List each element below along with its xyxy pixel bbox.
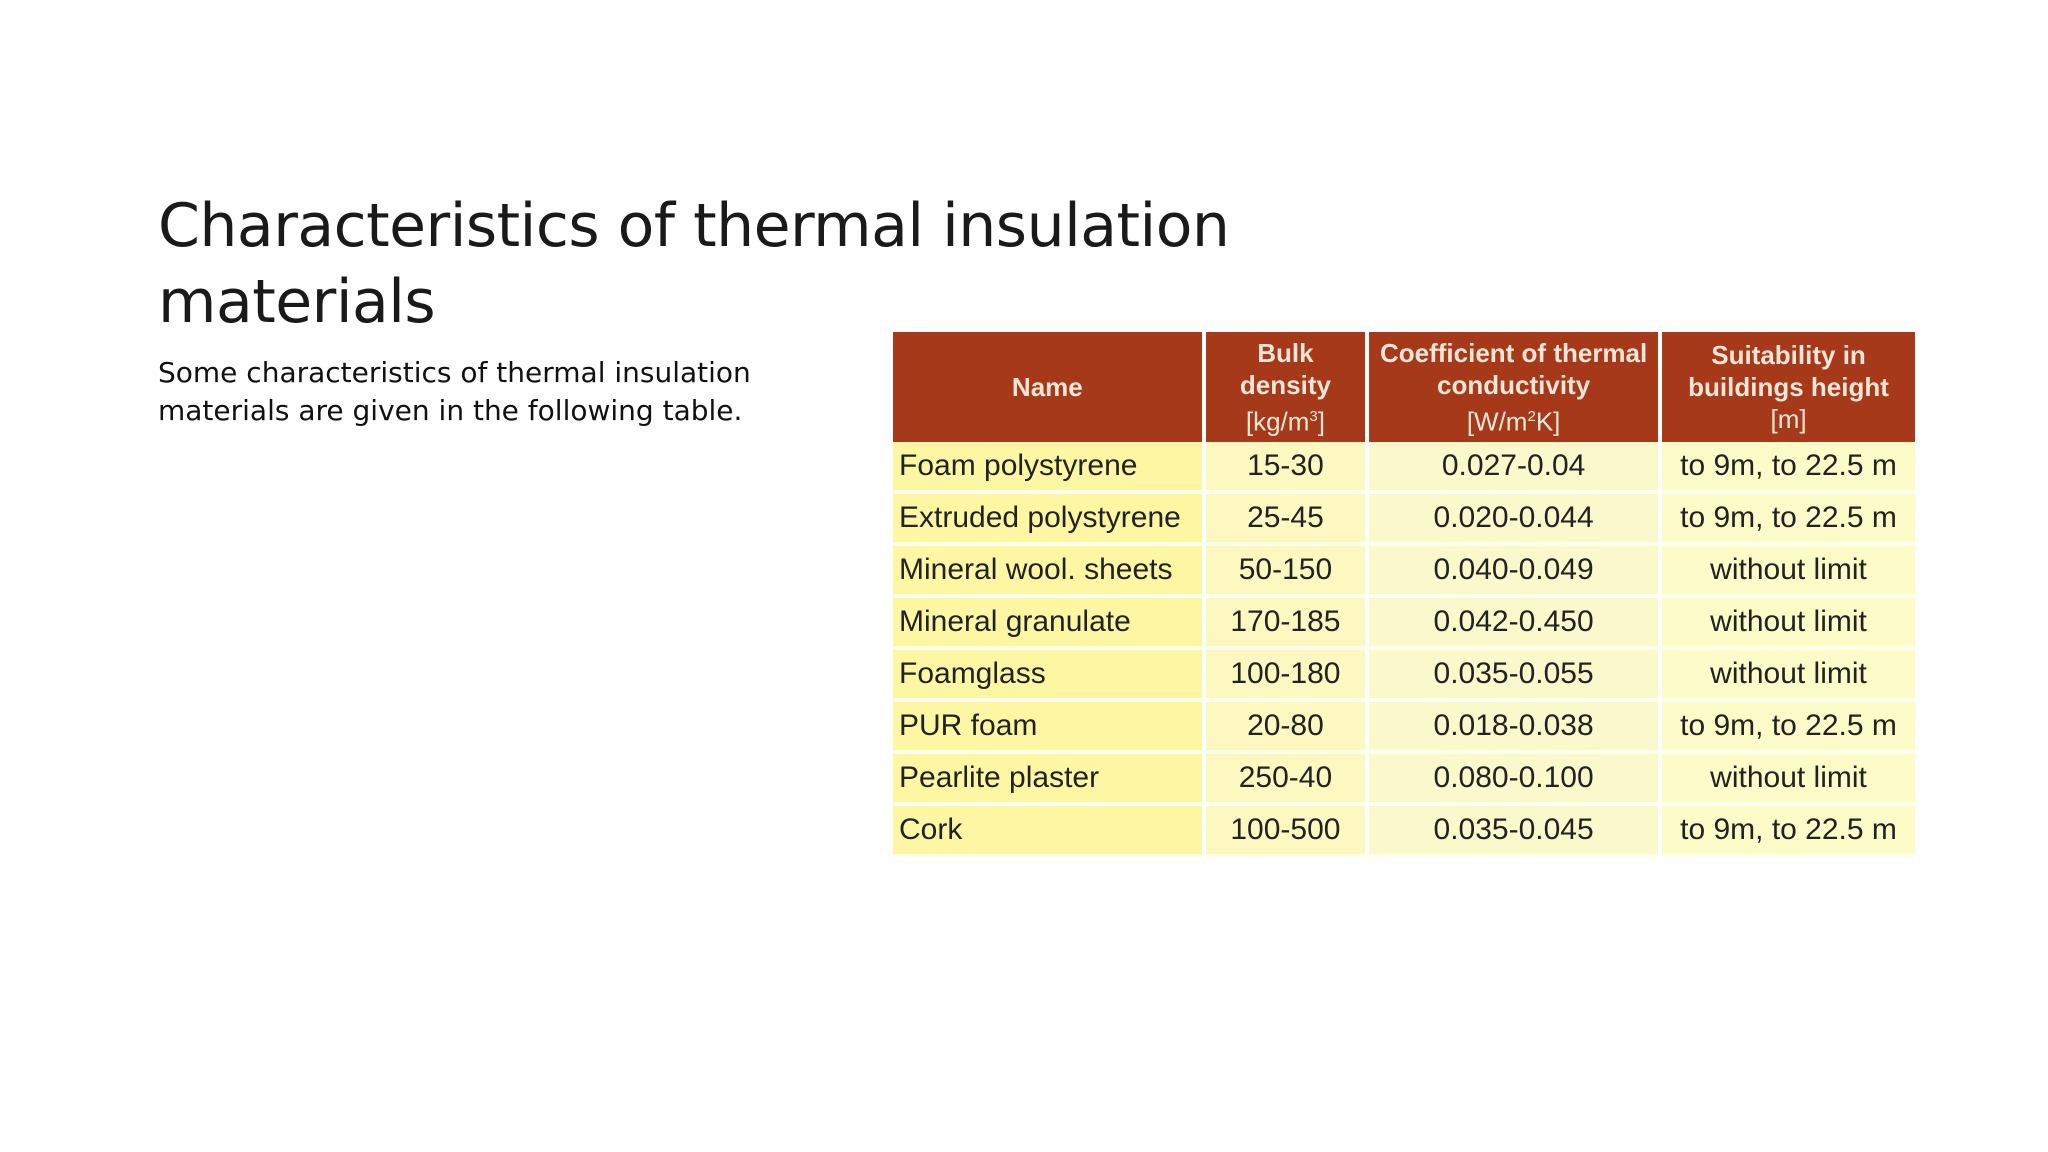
cell-name: Cork bbox=[893, 806, 1202, 858]
table-row: Extruded polystyrene 25-45 0.020-0.044 t… bbox=[893, 494, 1915, 546]
header-bulk-density: Bulk density [kg/m3] bbox=[1205, 332, 1366, 442]
cell-suitability: without limit bbox=[1662, 650, 1915, 702]
cell-density: 20-80 bbox=[1205, 702, 1366, 754]
header-label: Bulk density bbox=[1239, 337, 1331, 400]
table-row: Foamglass 100-180 0.035-0.055 without li… bbox=[893, 650, 1915, 702]
unit-text: [m] bbox=[1770, 404, 1807, 434]
cell-name: PUR foam bbox=[893, 702, 1202, 754]
insulation-table-image: Name Bulk density [kg/m3] Coefficient of… bbox=[893, 332, 1917, 858]
table-header-row: Name Bulk density [kg/m3] Coefficient of… bbox=[893, 332, 1915, 442]
header-unit: [W/m2K] bbox=[1375, 401, 1652, 438]
cell-conductivity: 0.040-0.049 bbox=[1369, 546, 1659, 598]
cell-conductivity: 0.035-0.045 bbox=[1369, 806, 1659, 858]
header-unit: [m] bbox=[1668, 403, 1909, 435]
table-row: Pearlite plaster 250-40 0.080-0.100 with… bbox=[893, 754, 1915, 806]
header-name: Name bbox=[893, 332, 1202, 442]
cell-name: Extruded polystyrene bbox=[893, 494, 1202, 546]
insulation-table: Name Bulk density [kg/m3] Coefficient of… bbox=[889, 332, 1919, 858]
cell-conductivity: 0.035-0.055 bbox=[1369, 650, 1659, 702]
cell-conductivity: 0.042-0.450 bbox=[1369, 598, 1659, 650]
header-unit: [kg/m3] bbox=[1212, 401, 1359, 438]
slide-title: Characteristics of thermal insulation ma… bbox=[158, 191, 1230, 337]
unit-text: [kg/m bbox=[1245, 406, 1310, 437]
table-row: Cork 100-500 0.035-0.045 to 9m, to 22.5 … bbox=[893, 806, 1915, 858]
cell-suitability: without limit bbox=[1662, 754, 1915, 806]
cell-conductivity: 0.018-0.038 bbox=[1369, 702, 1659, 754]
unit-end: ] bbox=[1317, 406, 1325, 437]
cell-suitability: to 9m, to 22.5 m bbox=[1662, 494, 1915, 546]
cell-suitability: to 9m, to 22.5 m bbox=[1662, 442, 1915, 494]
unit-text: [W/m bbox=[1466, 406, 1528, 437]
cell-density: 250-40 bbox=[1205, 754, 1366, 806]
cell-density: 170-185 bbox=[1205, 598, 1366, 650]
table-row: PUR foam 20-80 0.018-0.038 to 9m, to 22.… bbox=[893, 702, 1915, 754]
cell-suitability: without limit bbox=[1662, 598, 1915, 650]
cell-name: Pearlite plaster bbox=[893, 754, 1202, 806]
cell-density: 100-500 bbox=[1205, 806, 1366, 858]
table-row: Mineral granulate 170-185 0.042-0.450 wi… bbox=[893, 598, 1915, 650]
cell-suitability: without limit bbox=[1662, 546, 1915, 598]
cell-conductivity: 0.027-0.04 bbox=[1369, 442, 1659, 494]
unit-sup: 3 bbox=[1309, 407, 1318, 425]
cell-density: 100-180 bbox=[1205, 650, 1366, 702]
slide-body-text: Some characteristics of thermal insulati… bbox=[158, 356, 751, 427]
header-label: Name bbox=[1011, 372, 1083, 402]
cell-suitability: to 9m, to 22.5 m bbox=[1662, 702, 1915, 754]
cell-name: Mineral granulate bbox=[893, 598, 1202, 650]
table-row: Mineral wool. sheets 50-150 0.040-0.049 … bbox=[893, 546, 1915, 598]
header-suitability: Suitability in buildings height [m] bbox=[1662, 332, 1915, 442]
unit-end: K] bbox=[1535, 406, 1561, 437]
cell-conductivity: 0.020-0.044 bbox=[1369, 494, 1659, 546]
unit-sup: 2 bbox=[1527, 407, 1536, 425]
header-conductivity: Coefficient of thermal conductivity [W/m… bbox=[1369, 332, 1659, 442]
cell-density: 25-45 bbox=[1205, 494, 1366, 546]
cell-conductivity: 0.080-0.100 bbox=[1369, 754, 1659, 806]
cell-density: 15-30 bbox=[1205, 442, 1366, 494]
cell-density: 50-150 bbox=[1205, 546, 1366, 598]
cell-suitability: to 9m, to 22.5 m bbox=[1662, 806, 1915, 858]
header-label: Coefficient of thermal conductivity bbox=[1379, 337, 1648, 400]
cell-name: Mineral wool. sheets bbox=[893, 546, 1202, 598]
header-label: Suitability in buildings height bbox=[1688, 340, 1889, 402]
cell-name: Foamglass bbox=[893, 650, 1202, 702]
table-row: Foam polystyrene 15-30 0.027-0.04 to 9m,… bbox=[893, 442, 1915, 494]
cell-name: Foam polystyrene bbox=[893, 442, 1202, 494]
